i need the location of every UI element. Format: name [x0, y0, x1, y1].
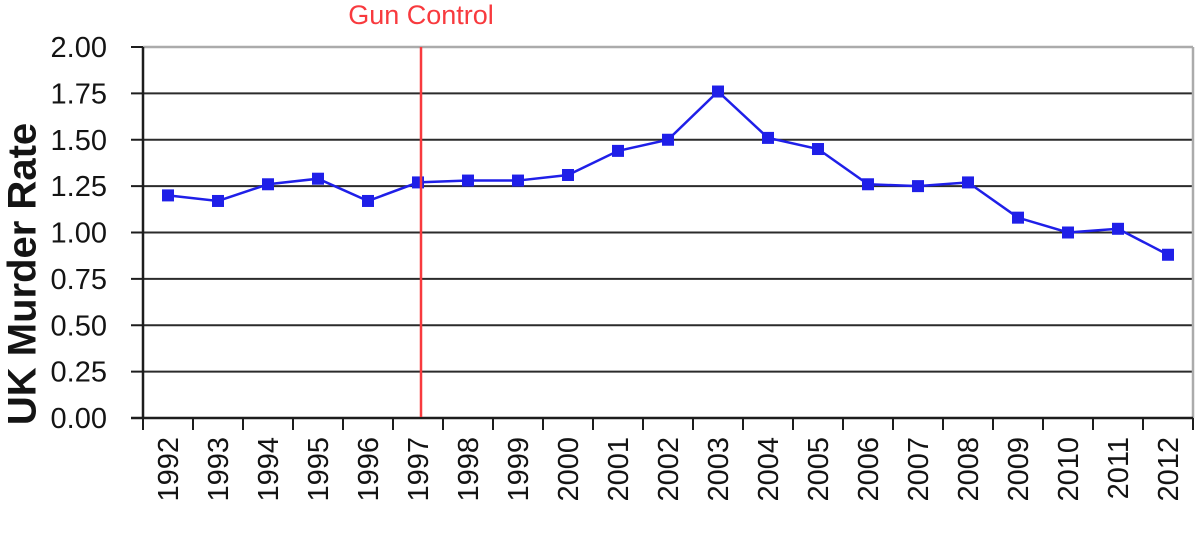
- data-point-1998: [462, 174, 474, 187]
- x-tick-label: 2000: [553, 437, 585, 502]
- data-point-2005: [812, 143, 824, 156]
- data-point-2012: [1162, 248, 1174, 261]
- x-tick-label: 2005: [803, 437, 835, 502]
- data-point-2000: [562, 168, 574, 181]
- x-tick-label: 2004: [753, 437, 785, 502]
- data-point-2004: [762, 131, 774, 144]
- x-tick-label: 2012: [1153, 437, 1185, 502]
- annotation-gun-control-label: Gun Control: [348, 0, 494, 30]
- x-tick-label: 1994: [253, 437, 285, 502]
- y-tick-label: 1.00: [51, 218, 107, 250]
- y-tick-label: 0.00: [51, 403, 107, 435]
- x-tick-label: 2008: [953, 437, 985, 502]
- y-tick-label: 1.75: [51, 78, 107, 110]
- y-tick-label: 2.00: [51, 32, 107, 64]
- data-point-2008: [962, 176, 974, 189]
- x-tick-label: 2011: [1103, 437, 1135, 499]
- x-tick-label: 1992: [153, 437, 185, 502]
- x-tick-label: 2009: [1003, 437, 1035, 502]
- x-tick-label: 1995: [303, 437, 335, 502]
- data-point-2010: [1062, 226, 1074, 239]
- data-point-1992: [162, 189, 174, 202]
- x-tick-label: 2010: [1053, 437, 1085, 502]
- y-tick-label: 1.25: [51, 171, 107, 203]
- data-point-1993: [212, 194, 224, 207]
- y-tick-label: 0.75: [51, 264, 107, 296]
- data-point-2002: [662, 133, 674, 146]
- x-tick-label: 2006: [853, 437, 885, 502]
- data-point-2011: [1112, 222, 1124, 235]
- data-point-2003: [712, 85, 724, 98]
- x-tick-label: 1998: [453, 437, 485, 502]
- data-point-2009: [1012, 211, 1024, 224]
- x-tick-label: 2002: [653, 437, 685, 502]
- x-tick-label: 1999: [503, 437, 535, 502]
- data-point-1994: [262, 178, 274, 191]
- y-tick-label: 1.50: [51, 125, 107, 157]
- data-point-1995: [312, 172, 324, 185]
- data-point-2006: [862, 178, 874, 191]
- x-tick-label: 2007: [903, 437, 935, 502]
- x-tick-label: 1993: [203, 437, 235, 502]
- x-tick-label: 2001: [603, 437, 635, 502]
- y-tick-label: 0.25: [51, 357, 107, 389]
- y-tick-label: 0.50: [51, 310, 107, 342]
- x-tick-label: 1996: [353, 437, 385, 502]
- data-point-2007: [912, 180, 924, 193]
- data-point-1996: [362, 194, 374, 207]
- data-point-2001: [612, 144, 624, 157]
- x-tick-label: 1997: [403, 437, 435, 502]
- data-point-1999: [512, 174, 524, 187]
- x-tick-label: 2003: [703, 437, 735, 502]
